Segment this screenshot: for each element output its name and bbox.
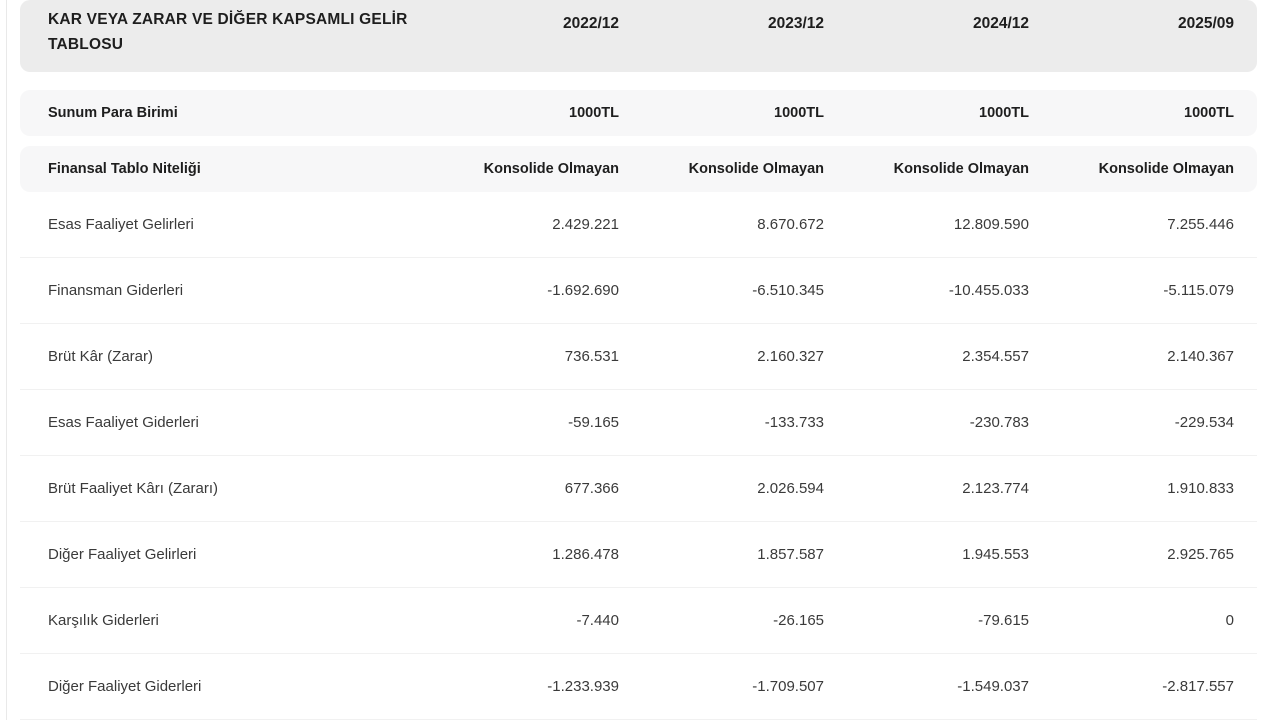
meta-value-cell: 1000TL — [569, 105, 619, 121]
table-row: Diğer Faaliyet Giderleri -1.233.939 -1.70… — [20, 654, 1257, 720]
value-cell: -1.709.507 — [752, 678, 824, 695]
value-cell: 2.429.221 — [552, 216, 619, 233]
value-cell: -1.549.037 — [957, 678, 1029, 695]
row-label: Diğer Faaliyet Gelirleri — [48, 546, 197, 563]
value-cell: 677.366 — [564, 480, 619, 497]
value-cell: -79.615 — [978, 612, 1029, 629]
value-cell: 1.945.553 — [962, 546, 1029, 563]
value-cell: -6.510.345 — [752, 282, 824, 299]
table-header-row: KAR VEYA ZARAR VE DİĞER KAPSAMLI GELİR T… — [20, 0, 1257, 72]
row-label: Finansman Giderleri — [48, 282, 184, 299]
value-cell: 736.531 — [564, 348, 619, 365]
meta-value-cell: Konsolide Olmayan — [1098, 161, 1234, 177]
row-label: Karşılık Giderleri — [48, 612, 159, 629]
meta-row-label: Finansal Tablo Niteliği — [48, 161, 201, 177]
meta-value-cell: Konsolide Olmayan — [483, 161, 619, 177]
value-cell: -1.692.690 — [547, 282, 619, 299]
value-cell: 2.160.327 — [757, 348, 824, 365]
meta-row-label: Sunum Para Birimi — [48, 105, 178, 121]
value-cell: 2.354.557 — [962, 348, 1029, 365]
value-cell: 1.286.478 — [552, 546, 619, 563]
value-cell: -1.233.939 — [547, 678, 619, 695]
table-row: Esas Faaliyet Gelirleri 2.429.221 8.670.6… — [20, 192, 1257, 258]
value-cell: -7.440 — [576, 612, 619, 629]
table-row: Finansman Giderleri -1.692.690 -6.510.345… — [20, 258, 1257, 324]
value-cell: 1.857.587 — [757, 546, 824, 563]
period-cell: 2022/12 — [562, 15, 619, 32]
row-label: Brüt Faaliyet Kârı (Zararı) — [48, 480, 219, 497]
value-cell: 2.123.774 — [962, 480, 1029, 497]
row-label: Esas Faaliyet Giderleri — [48, 414, 199, 431]
meta-row: Sunum Para Birimi 1000TL 1000TL 1000TL 1000… — [20, 90, 1257, 136]
table-row: Diğer Faaliyet Gelirleri 1.286.478 1.857.… — [20, 522, 1257, 588]
value-cell: 2.026.594 — [757, 480, 824, 497]
value-cell: -5.115.079 — [1163, 282, 1234, 299]
value-cell: -230.783 — [969, 414, 1029, 431]
value-cell: -10.455.033 — [948, 282, 1029, 299]
value-cell: 2.140.367 — [1167, 348, 1234, 365]
table-row: Brüt Kâr (Zarar) 736.531 2.160.327 2.354.5… — [20, 324, 1257, 390]
table-row: Esas Faaliyet Giderleri -59.165 -133.733 -… — [20, 390, 1257, 456]
page-edge-divider — [6, 0, 7, 720]
table-title: KAR VEYA ZARAR VE DİĞER KAPSAMLI GELİR T… — [48, 11, 408, 53]
table-row: Brüt Faaliyet Kârı (Zararı) 677.366 2.026… — [20, 456, 1257, 522]
value-cell: -229.534 — [1174, 414, 1234, 431]
value-cell: -2.817.557 — [1162, 678, 1234, 695]
period-header-cells: 2022/12 2023/12 2024/12 2025/09 — [437, 0, 1257, 33]
period-cell: 2024/12 — [972, 15, 1029, 32]
meta-value-cell: Konsolide Olmayan — [893, 161, 1029, 177]
row-label: Diğer Faaliyet Giderleri — [48, 678, 202, 695]
value-cell: 0 — [1225, 612, 1234, 629]
income-statement-table: KAR VEYA ZARAR VE DİĞER KAPSAMLI GELİR T… — [20, 0, 1257, 720]
meta-value-cell: Konsolide Olmayan — [688, 161, 824, 177]
meta-value-cell: 1000TL — [774, 105, 824, 121]
table-row: Karşılık Giderleri -7.440 -26.165 -79.615 0 — [20, 588, 1257, 654]
meta-value-cell: 1000TL — [979, 105, 1029, 121]
value-cell: 7.255.446 — [1167, 216, 1234, 233]
value-cell: -26.165 — [773, 612, 824, 629]
value-cell: -133.733 — [764, 414, 824, 431]
meta-value-cell: 1000TL — [1184, 105, 1234, 121]
row-label: Brüt Kâr (Zarar) — [48, 348, 154, 365]
meta-row: Finansal Tablo Niteliği Konsolide Olmaya… — [20, 146, 1257, 192]
period-cell: 2025/09 — [1177, 15, 1234, 32]
value-cell: 1.910.833 — [1167, 480, 1234, 497]
period-cell: 2023/12 — [767, 15, 824, 32]
value-cell: 8.670.672 — [757, 216, 824, 233]
value-cell: 12.809.590 — [953, 216, 1029, 233]
value-cell: 2.925.765 — [1167, 546, 1234, 563]
value-cell: -59.165 — [568, 414, 619, 431]
row-label: Esas Faaliyet Gelirleri — [48, 216, 194, 233]
